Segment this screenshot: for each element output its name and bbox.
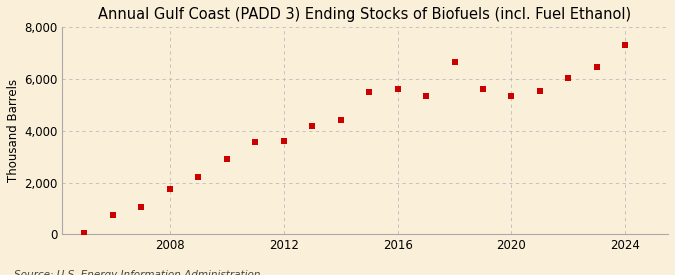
Point — [79, 230, 90, 235]
Text: Source: U.S. Energy Information Administration: Source: U.S. Energy Information Administ… — [14, 271, 260, 275]
Point — [620, 43, 630, 48]
Point — [193, 175, 204, 180]
Y-axis label: Thousand Barrels: Thousand Barrels — [7, 79, 20, 182]
Point — [449, 60, 460, 64]
Point — [165, 187, 176, 191]
Point — [478, 87, 489, 92]
Point — [107, 213, 118, 217]
Point — [563, 76, 574, 80]
Point — [278, 139, 289, 143]
Point — [364, 90, 375, 94]
Point — [421, 94, 431, 98]
Point — [535, 89, 545, 93]
Title: Annual Gulf Coast (PADD 3) Ending Stocks of Biofuels (incl. Fuel Ethanol): Annual Gulf Coast (PADD 3) Ending Stocks… — [99, 7, 631, 22]
Point — [335, 118, 346, 123]
Point — [306, 123, 317, 128]
Point — [506, 94, 517, 98]
Point — [591, 65, 602, 70]
Point — [250, 140, 261, 145]
Point — [221, 157, 232, 161]
Point — [392, 87, 403, 92]
Point — [136, 205, 146, 209]
